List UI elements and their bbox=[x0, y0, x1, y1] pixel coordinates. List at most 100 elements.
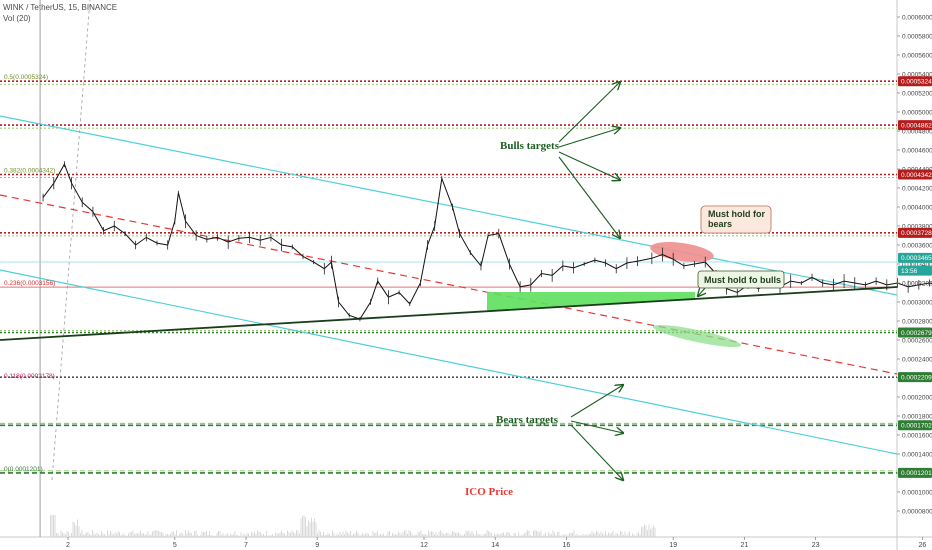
bears-targets-label: Bears targets bbox=[496, 414, 559, 426]
volume-bar bbox=[533, 530, 534, 537]
volume-bar bbox=[267, 535, 269, 537]
volume-bar bbox=[549, 533, 551, 537]
volume-bar bbox=[483, 533, 485, 537]
volume-bar bbox=[326, 534, 327, 537]
volume-bar bbox=[243, 533, 245, 537]
volume-bar bbox=[344, 534, 345, 537]
volume-bar bbox=[513, 533, 515, 537]
volume-bar bbox=[227, 533, 228, 537]
volume-bar bbox=[194, 531, 195, 537]
volume-bar bbox=[360, 535, 362, 537]
fib-label: 0(0.0001201) bbox=[4, 466, 43, 473]
volume-bar bbox=[233, 534, 234, 537]
bulls-arrow-2 bbox=[558, 128, 620, 148]
volume-bar bbox=[432, 531, 434, 537]
volume-bar bbox=[110, 530, 111, 537]
volume-bar bbox=[303, 515, 305, 537]
volume-bar bbox=[159, 531, 161, 537]
volume-bar bbox=[192, 535, 194, 537]
volume-bar bbox=[122, 534, 123, 537]
volume-bar bbox=[512, 535, 513, 537]
volume-bar bbox=[176, 530, 177, 537]
volume-bar bbox=[477, 533, 479, 537]
y-tick-label: 0.0005400 bbox=[902, 72, 932, 79]
x-tick-label: 23 bbox=[812, 542, 820, 549]
volume-bar bbox=[452, 531, 453, 537]
volume-bar bbox=[186, 533, 188, 537]
volume-bar bbox=[633, 534, 635, 537]
volume-bar bbox=[428, 530, 429, 537]
volume-bar bbox=[378, 535, 380, 537]
volume-bar bbox=[180, 532, 182, 537]
volume-bar bbox=[579, 535, 581, 537]
volume-bar bbox=[591, 531, 593, 537]
volume-bar bbox=[582, 534, 584, 537]
volume-bar bbox=[203, 531, 204, 537]
volume-bar bbox=[198, 535, 200, 537]
volume-bar bbox=[62, 532, 63, 537]
price-tag-label: 0.0004342 bbox=[901, 172, 932, 179]
volume-bar bbox=[350, 531, 351, 537]
y-tick-label: 0.0006000 bbox=[902, 15, 932, 22]
volume-bar bbox=[171, 531, 173, 537]
bears-callout-box bbox=[700, 205, 772, 234]
volume-bar bbox=[222, 533, 224, 537]
volume-bar bbox=[305, 517, 306, 537]
bulls-callout-text: Must hold fo bulls bbox=[704, 275, 781, 285]
x-tick-label: 14 bbox=[491, 542, 499, 549]
volume-bar bbox=[645, 525, 647, 537]
volume-bar bbox=[347, 532, 348, 537]
volume-bar bbox=[276, 533, 278, 537]
volume-bar bbox=[401, 534, 402, 537]
volume-bar bbox=[69, 535, 71, 537]
volume-bar bbox=[653, 525, 654, 537]
y-tick-label: 0.0005800 bbox=[902, 34, 932, 41]
volume-bar bbox=[161, 532, 162, 537]
volume-bar bbox=[587, 535, 588, 537]
volume-bar bbox=[147, 531, 149, 537]
y-tick-label: 0.0004000 bbox=[902, 205, 932, 212]
volume-bar bbox=[54, 515, 56, 537]
volume-bar bbox=[641, 527, 642, 537]
volume-bar bbox=[290, 533, 291, 537]
volume-bar bbox=[636, 533, 638, 537]
volume-bar bbox=[101, 531, 102, 537]
volume-bar bbox=[476, 530, 477, 537]
volume-bar bbox=[552, 530, 554, 537]
volume-bar bbox=[285, 535, 287, 537]
volume-bar bbox=[441, 532, 443, 537]
volume-bar bbox=[246, 533, 248, 537]
price-tag bbox=[898, 327, 932, 338]
volume-bar bbox=[372, 531, 374, 537]
volume-bar bbox=[536, 530, 537, 537]
volume-bar bbox=[80, 533, 81, 537]
volume-bar bbox=[542, 535, 543, 537]
projected-zone bbox=[652, 324, 742, 348]
volume-bar bbox=[429, 532, 431, 537]
volume-bar bbox=[489, 532, 491, 537]
volume-bar bbox=[459, 533, 461, 537]
volume-bar bbox=[275, 532, 276, 537]
volume-bar bbox=[342, 531, 344, 537]
volume-bar bbox=[468, 530, 470, 537]
volume-bar bbox=[165, 534, 167, 537]
volume-bar bbox=[626, 535, 627, 537]
volume-bar bbox=[99, 535, 101, 537]
volume-bar bbox=[404, 530, 405, 537]
volume-bar bbox=[455, 532, 456, 537]
volume-bar bbox=[57, 532, 59, 537]
volume-bar bbox=[389, 530, 390, 537]
volume-bar bbox=[375, 532, 377, 537]
volume-bar bbox=[608, 532, 609, 537]
volume-bar bbox=[651, 527, 653, 537]
volume-bar bbox=[354, 533, 356, 537]
volume-bar bbox=[102, 533, 104, 537]
volume-bar bbox=[78, 526, 80, 537]
volume-bar bbox=[228, 535, 230, 537]
volume-bar bbox=[279, 532, 281, 537]
volume-bar bbox=[297, 530, 299, 537]
volume-bar bbox=[450, 533, 452, 537]
volume-bar bbox=[386, 535, 387, 537]
bears-callout-text: Must hold for bears bbox=[708, 209, 765, 229]
